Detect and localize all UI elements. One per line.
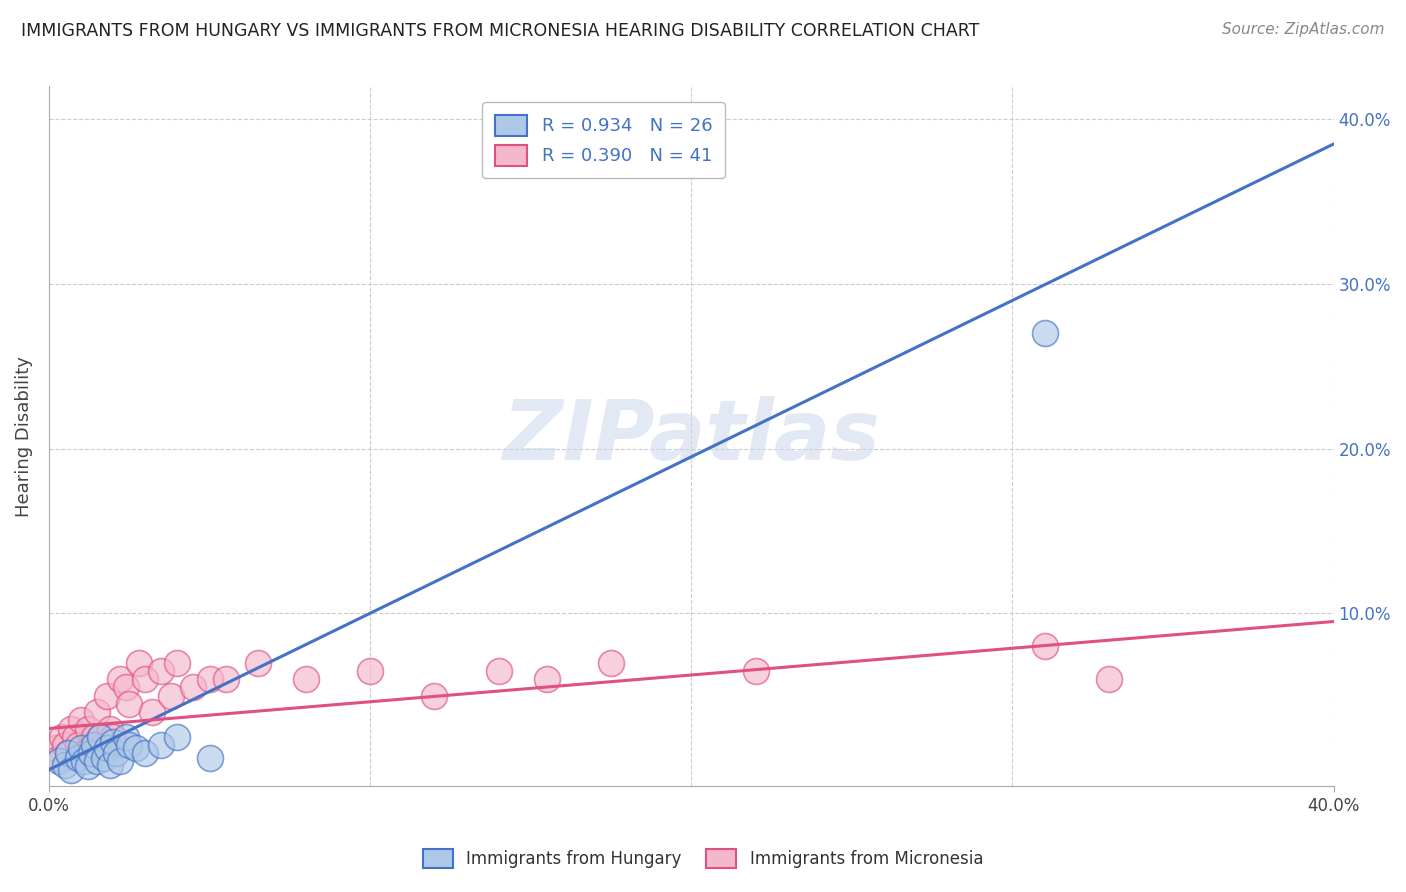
Point (73, 746, 96, 760)
Legend: Immigrants from Hungary, Immigrants from Micronesia: Immigrants from Hungary, Immigrants from… (416, 842, 990, 875)
Point (80, 746, 103, 760)
Point (246, 656, 269, 670)
Point (1098, 672, 1121, 686)
Point (423, 689, 446, 703)
Point (141, 705, 163, 719)
Point (108, 755, 131, 769)
Point (44, 741, 66, 756)
Point (103, 730, 125, 744)
Point (70, 713, 93, 727)
Point (118, 738, 141, 752)
Point (86, 705, 108, 719)
Point (83, 738, 105, 752)
Point (98, 757, 121, 772)
Point (58, 746, 80, 760)
Point (118, 697, 141, 711)
Point (214, 672, 236, 686)
Point (103, 734, 125, 748)
Point (108, 672, 131, 686)
Point (160, 689, 183, 703)
Point (53, 757, 76, 772)
Point (115, 681, 138, 695)
Point (96, 689, 118, 703)
Text: Source: ZipAtlas.com: Source: ZipAtlas.com (1222, 22, 1385, 37)
Text: ZIPatlas: ZIPatlas (502, 396, 880, 476)
Point (76, 759, 98, 773)
Text: IMMIGRANTS FROM HUNGARY VS IMMIGRANTS FROM MICRONESIA HEARING DISABILITY CORRELA: IMMIGRANTS FROM HUNGARY VS IMMIGRANTS FR… (21, 22, 980, 40)
Point (536, 672, 558, 686)
Point (1033, 326, 1056, 341)
Point (600, 656, 623, 670)
Point (60, 763, 83, 777)
Point (93, 738, 115, 752)
Point (166, 730, 188, 744)
Y-axis label: Hearing Disability: Hearing Disability (15, 356, 32, 516)
Point (83, 730, 105, 744)
Point (115, 730, 138, 744)
Point (98, 722, 121, 736)
Point (89, 730, 111, 744)
Point (198, 751, 221, 765)
Point (150, 738, 173, 752)
Legend: R = 0.934   N = 26, R = 0.390   N = 41: R = 0.934 N = 26, R = 0.390 N = 41 (482, 103, 724, 178)
Point (86, 755, 108, 769)
Point (93, 751, 115, 765)
Point (58, 746, 80, 760)
Point (150, 664, 173, 678)
Point (80, 741, 103, 756)
Point (183, 681, 205, 695)
Point (128, 656, 150, 670)
Point (76, 722, 98, 736)
Point (48, 755, 70, 769)
Point (295, 672, 318, 686)
Point (60, 722, 83, 736)
Point (359, 664, 381, 678)
Point (105, 746, 128, 760)
Point (96, 741, 118, 756)
Point (53, 738, 76, 752)
Point (89, 730, 111, 744)
Point (73, 755, 96, 769)
Point (166, 656, 188, 670)
Point (198, 672, 221, 686)
Point (66, 738, 89, 752)
Point (125, 741, 148, 756)
Point (744, 664, 766, 678)
Point (134, 672, 156, 686)
Point (70, 741, 93, 756)
Point (51, 730, 73, 744)
Point (48, 751, 70, 765)
Point (66, 751, 89, 765)
Point (63, 730, 86, 744)
Point (488, 664, 510, 678)
Point (134, 746, 156, 760)
Point (1033, 639, 1056, 653)
